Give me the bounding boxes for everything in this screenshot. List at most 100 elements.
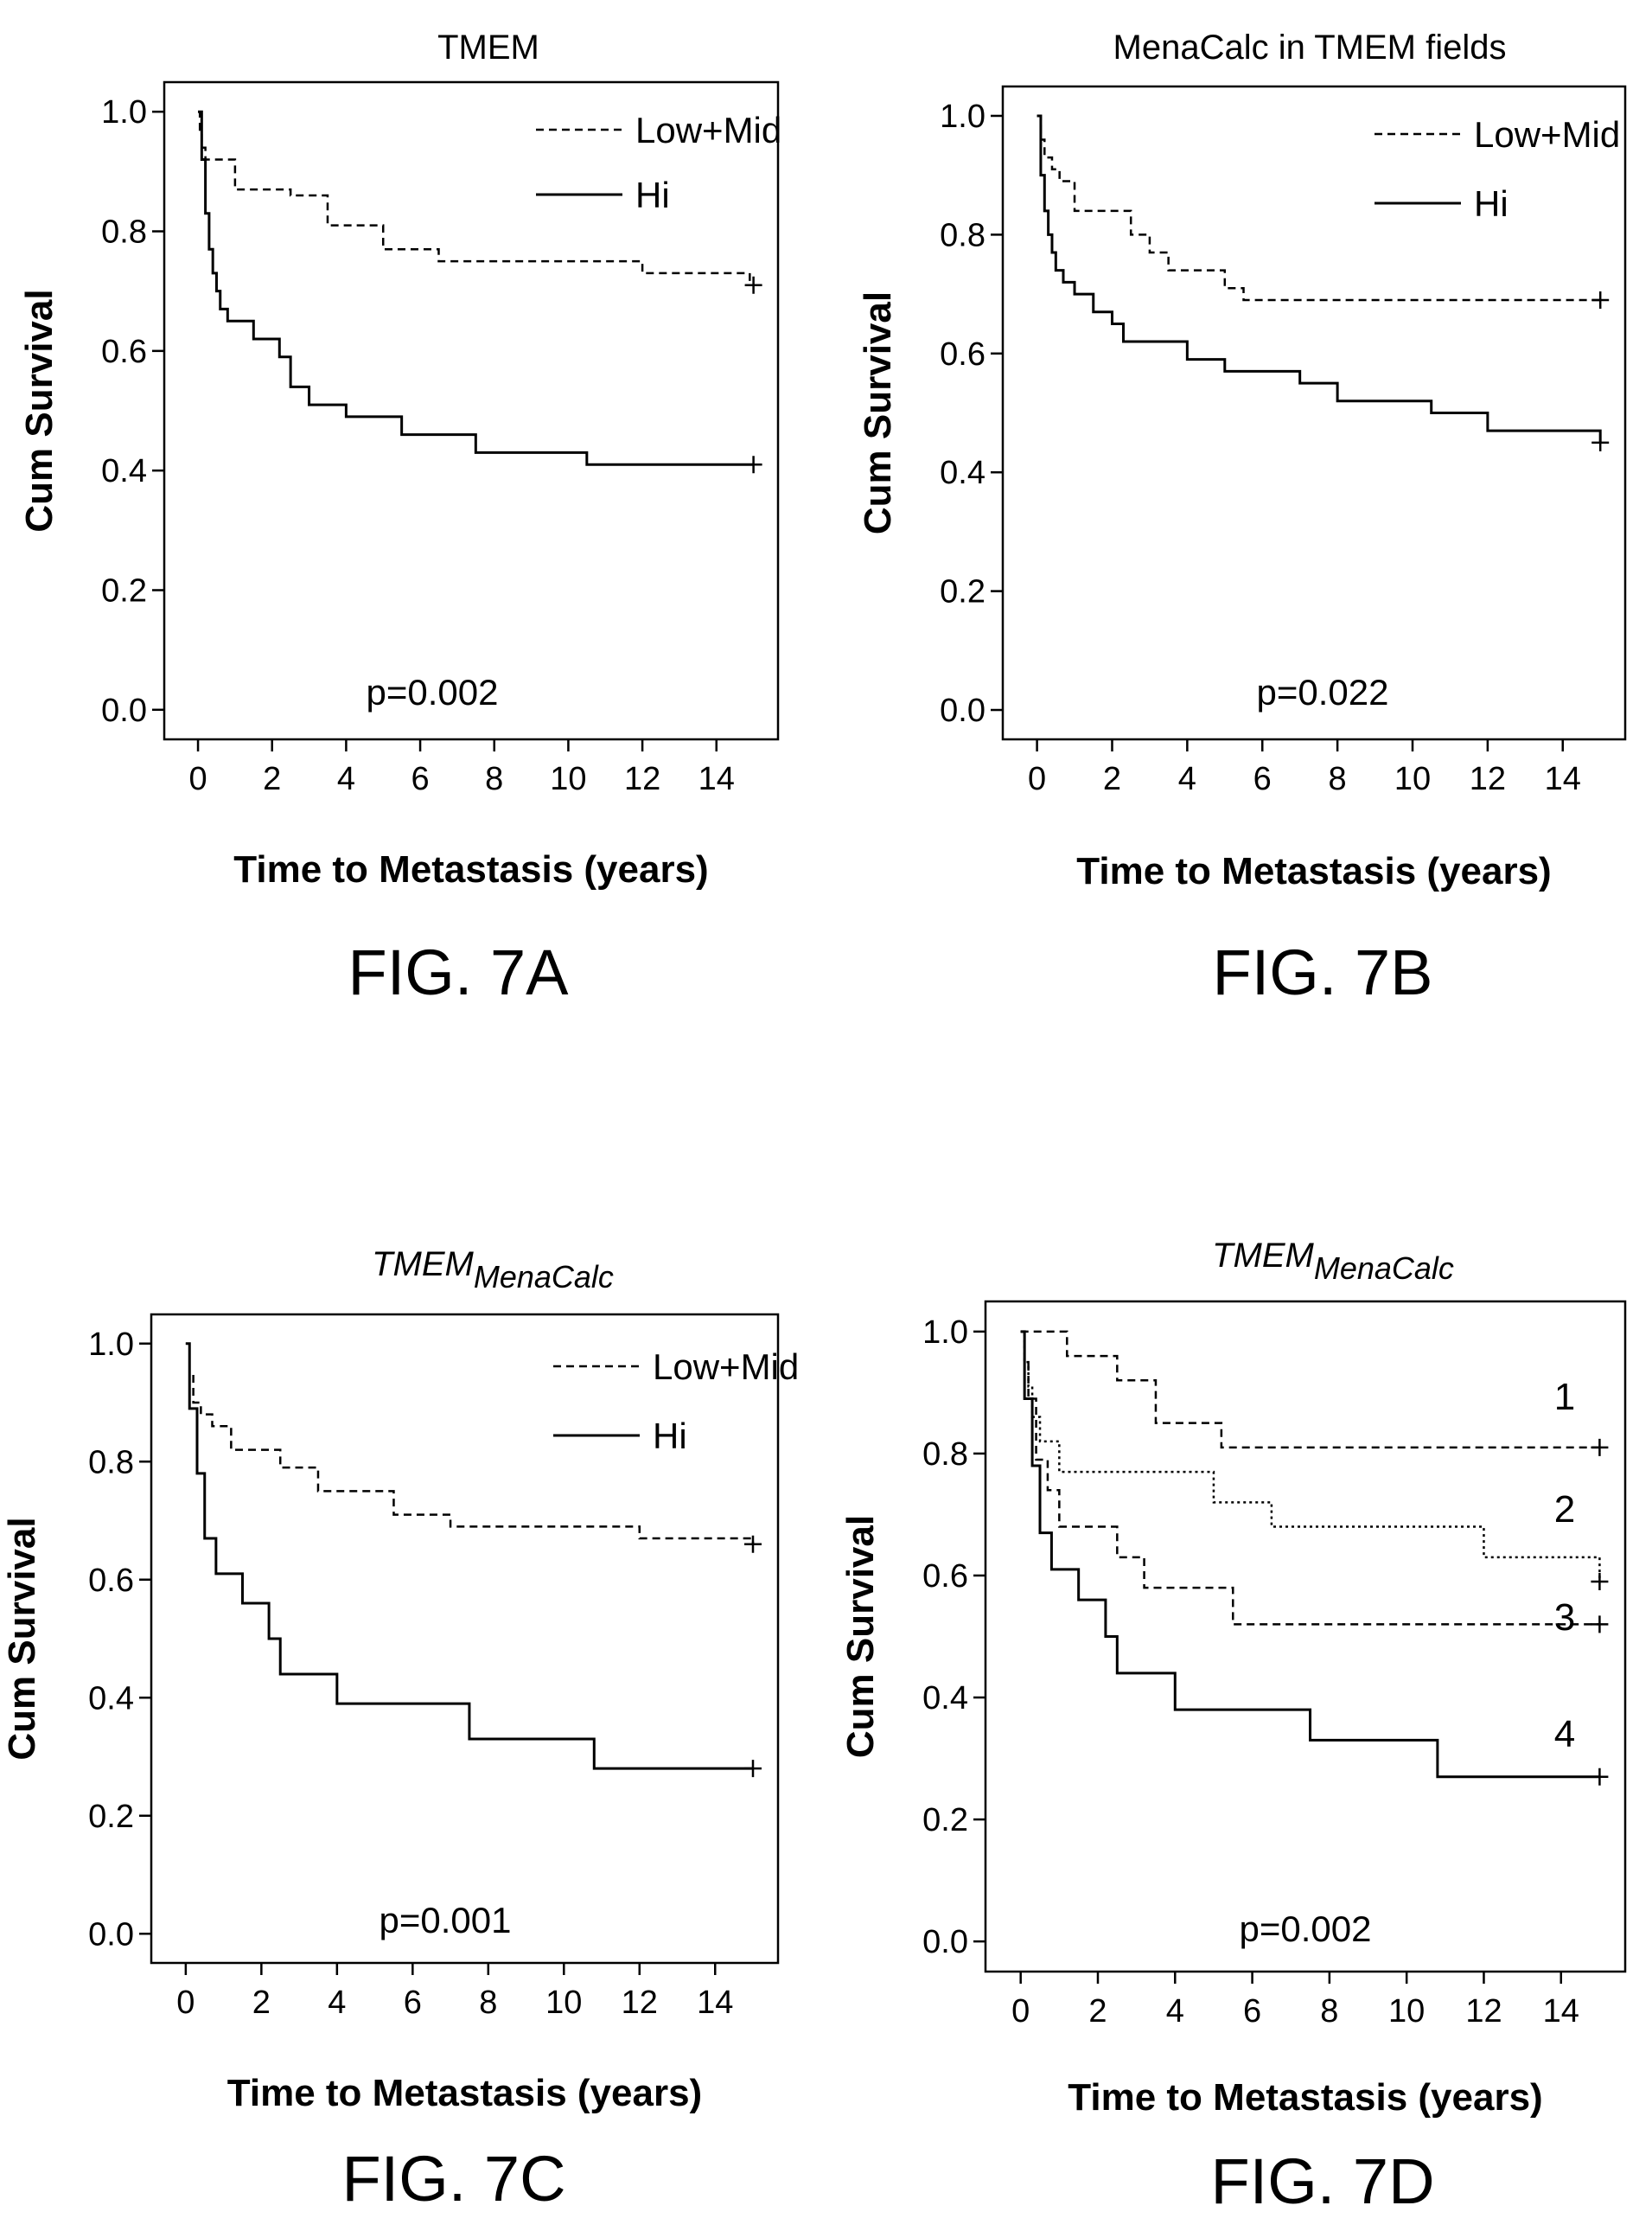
panel-a-x-tick-label: 6 [411,761,429,797]
panel-a-plot-frame [163,80,780,741]
panel-d-x-tick-label: 4 [1166,1993,1184,2030]
panel-b-y-tick-label: 0.2 [940,574,985,610]
panel-a-x-tick-label: 2 [263,761,281,797]
panel-b: MenaCalc in TMEM fields FIG. 7B [1113,29,1507,1008]
panel-c-title-subscript: MenaCalc [474,1259,614,1294]
panel-b-y-tick-label: 0.6 [940,336,985,373]
panel-b-y-tick-label: 0.4 [940,455,985,491]
panel-a: TMEM FIG. 7A [348,29,570,1008]
panel-d-plot-frame [984,1300,1627,1973]
panel-a-caption: FIG. 7A [348,937,570,1008]
panel-b-plot: 0.0 0.2 0.4 0.6 0.8 1.0 0 2 4 6 8 10 12 14 Time to Met… [857,85,1627,892]
panel-c-y-tick-label: 0.2 [88,1799,134,1835]
panel-d-series-label-4: 4 [1554,1713,1575,1755]
panel-d: TMEMMenaCalc FIG. 7D [1210,1237,1453,2217]
panel-a-series-2-censor-mark [744,456,762,474]
panel-c-series-1-censor-mark [744,1535,762,1553]
panel-a-y-axis-label: Cum Survival [18,289,61,532]
panel-c-legend-label-1: Low+Mid [653,1346,799,1387]
panel-c-series-2-curve [185,1342,753,1770]
panel-a-y-tick-label: 0.8 [101,214,147,251]
panel-b-y-tick-label: 0.0 [940,693,985,729]
panel-d-x-tick-label: 0 [1011,1993,1030,2030]
panel-c-legend-label-2: Hi [653,1416,687,1456]
panel-d-p-value: p=0.002 [1240,1908,1372,1949]
panel-d-x-tick-label: 14 [1543,1993,1579,2030]
panel-d-y-tick-label: 0.8 [922,1436,968,1473]
panel-a-plot: 0.0 0.2 0.4 0.6 0.8 1.0 0 2 4 6 8 10 12 14 Time to Met… [18,80,781,891]
panel-b-y-axis-label: Cum Survival [857,291,899,534]
panel-d-series-label-1: 1 [1554,1376,1575,1418]
panel-c-plot: 0.0 0.2 0.4 0.6 0.8 1.0 0 2 4 6 8 10 12 14 Time to Met… [1,1313,799,2114]
panel-a-series-2-curve [198,110,754,466]
panel-b-title: MenaCalc in TMEM fields [1113,29,1507,67]
panel-d-series-3-censor-mark [1591,1615,1609,1633]
panel-a-y-tick-label: 0.0 [101,693,147,729]
panel-d-x-tick-label: 6 [1243,1993,1261,2030]
panel-a-y-tick-label: 0.2 [101,572,147,609]
panel-c-x-tick-label: 10 [545,1985,582,2021]
panel-d-series-label-2: 2 [1554,1488,1575,1531]
panel-d-series-2-curve [1020,1330,1601,1582]
panel-b-series-1-curve [1036,114,1601,302]
panel-c-y-tick-label: 0.4 [88,1680,134,1716]
panel-d-x-tick-label: 10 [1388,1993,1425,2030]
panel-a-x-tick-label: 10 [550,761,586,797]
panel-c: TMEMMenaCalc FIG. 7C [341,1245,613,2215]
panel-b-caption: FIG. 7B [1213,937,1433,1008]
panel-d-y-tick-label: 0.6 [922,1558,968,1595]
panel-a-y-tick-label: 0.6 [101,334,147,370]
panel-c-x-tick-label: 14 [697,1985,733,2021]
panel-d-title: TMEMMenaCalc [1212,1237,1454,1286]
panel-c-title-main: TMEM [372,1245,474,1283]
panel-a-x-axis-label: Time to Metastasis (years) [233,848,708,891]
panel-c-x-axis-label: Time to Metastasis (years) [227,2072,702,2114]
panel-c-x-tick-label: 8 [479,1985,497,2021]
panel-b-x-axis-label: Time to Metastasis (years) [1076,850,1551,892]
panel-a-legend-label-2: Hi [635,175,670,215]
panel-c-title: TMEMMenaCalc [372,1245,614,1294]
panel-a-y-tick-label: 1.0 [101,94,147,131]
panel-c-y-tick-label: 0.8 [88,1444,134,1480]
panel-d-y-tick-label: 1.0 [922,1314,968,1351]
panel-c-p-value: p=0.001 [380,1900,512,1940]
panel-d-x-tick-label: 2 [1088,1993,1107,2030]
panel-d-series-1-curve [1020,1330,1600,1449]
panel-a-series-1-censor-mark [744,276,762,294]
panel-c-series-1-curve [185,1342,755,1544]
panel-c-x-tick-label: 0 [176,1985,195,2021]
panel-c-plot-frame [150,1313,780,1965]
panel-b-x-tick-label: 4 [1178,761,1196,797]
panel-a-title: TMEM [437,29,539,67]
panel-b-x-tick-label: 14 [1545,761,1581,797]
panel-c-x-tick-label: 12 [622,1985,658,2021]
panel-b-p-value: p=0.022 [1257,672,1389,713]
panel-b-series-1-censor-mark [1591,291,1610,309]
panel-b-x-tick-label: 2 [1103,761,1121,797]
panel-b-x-tick-label: 6 [1253,761,1272,797]
panel-c-y-tick-label: 0.0 [88,1916,134,1953]
panel-d-series-4-censor-mark [1591,1768,1609,1786]
panel-a-legend-label-1: Low+Mid [635,110,781,150]
panel-d-series-3-curve [1020,1330,1600,1626]
panel-b-plot-frame [1001,85,1627,741]
panel-c-x-tick-label: 4 [328,1985,346,2021]
panel-b-x-tick-label: 8 [1329,761,1347,797]
panel-a-y-tick-label: 0.4 [101,453,147,489]
panel-b-legend-label-2: Hi [1474,183,1508,224]
panel-d-x-tick-label: 8 [1320,1993,1338,2030]
panel-b-series-2-censor-mark [1591,433,1610,451]
panel-a-x-tick-label: 14 [698,761,735,797]
panel-d-y-tick-label: 0.2 [922,1802,968,1838]
panel-a-x-tick-label: 4 [337,761,355,797]
panel-a-x-tick-label: 8 [485,761,503,797]
panel-c-y-tick-label: 0.6 [88,1563,134,1599]
panel-d-series-1-censor-mark [1591,1438,1609,1456]
panel-d-y-tick-label: 0.4 [922,1680,968,1716]
panel-d-title-subscript: MenaCalc [1314,1250,1454,1286]
panel-b-y-tick-label: 0.8 [940,217,985,253]
panel-c-y-tick-label: 1.0 [88,1326,134,1363]
panel-d-y-tick-label: 0.0 [922,1924,968,1960]
